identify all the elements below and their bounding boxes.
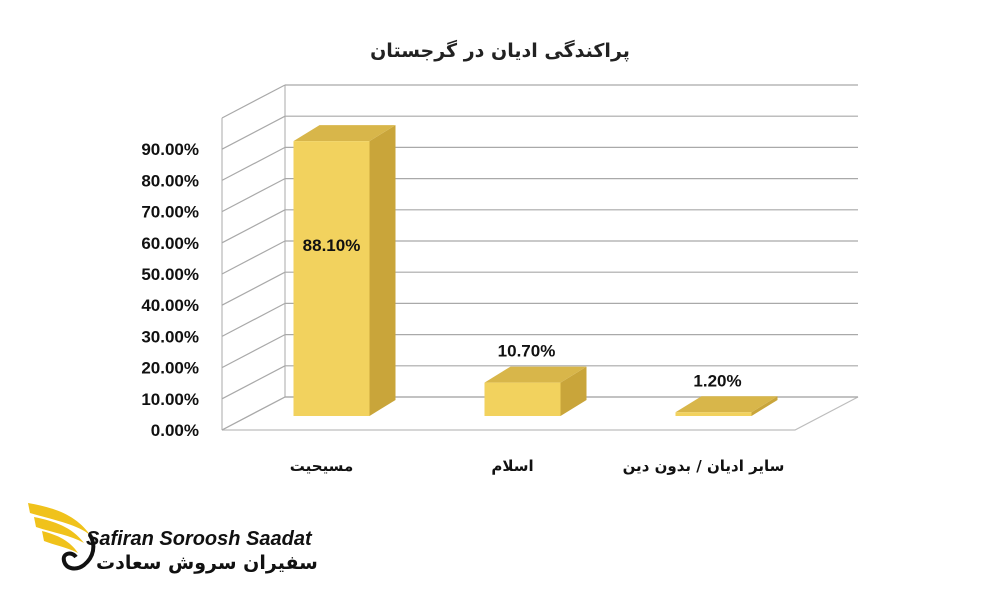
y-tick-label: 40.00% xyxy=(141,296,199,315)
bar-front xyxy=(484,382,561,416)
y-tick-label: 50.00% xyxy=(141,265,199,284)
category-label: سایر ادیان / بدون دین xyxy=(623,457,785,475)
gridline-side xyxy=(221,209,286,244)
logo-name-fa: سفیران سروش سعادت xyxy=(96,552,318,574)
y-tick-label: 0.00% xyxy=(151,421,199,440)
gridline-side xyxy=(221,396,286,431)
bar-front xyxy=(293,141,370,417)
bar-side xyxy=(560,366,587,416)
gridline-side xyxy=(221,84,286,119)
y-tick-label: 80.00% xyxy=(141,171,199,190)
bar xyxy=(293,125,396,417)
company-logo xyxy=(20,495,290,585)
gridline-side xyxy=(221,178,286,213)
gridline-side xyxy=(221,240,286,275)
bar-front xyxy=(675,412,752,416)
gridline-side xyxy=(221,146,286,181)
swan-logo-icon xyxy=(28,503,96,571)
bar xyxy=(484,366,587,416)
bar-top xyxy=(675,396,778,413)
bar xyxy=(675,396,778,416)
y-axis-ticks: 0.00% 10.00% 20.00% 30.00% 40.00% 50.00% 60.00… xyxy=(141,140,199,440)
data-label: 88.10% xyxy=(303,236,361,255)
bar-top xyxy=(484,366,587,383)
gridline-side xyxy=(221,365,286,400)
gridline-side xyxy=(221,271,286,306)
bar-side xyxy=(369,125,396,417)
y-tick-label: 90.00% xyxy=(141,140,199,159)
y-tick-label: 30.00% xyxy=(141,327,199,346)
bars: 88.10% 10.70% 1.20% xyxy=(293,125,778,417)
y-tick-label: 70.00% xyxy=(141,203,199,222)
x-axis-categories: مسیحیت اسلام سایر ادیان / بدون دین xyxy=(290,457,785,475)
y-tick-label: 60.00% xyxy=(141,234,199,253)
y-tick-label: 10.00% xyxy=(141,390,199,409)
gridline-side xyxy=(221,334,286,369)
bar-top xyxy=(293,125,396,142)
data-label: 10.70% xyxy=(498,342,556,361)
chart-title: پراکندگی ادیان در گرجستان xyxy=(370,39,630,62)
gridline-side xyxy=(221,302,286,337)
logo-name-en: Safiran Soroosh Saadat xyxy=(86,528,312,550)
bar-side xyxy=(751,396,778,416)
gridline-side xyxy=(221,115,286,150)
category-label: اسلام xyxy=(491,457,533,475)
data-label: 1.20% xyxy=(693,371,741,390)
y-tick-label: 20.00% xyxy=(141,359,199,378)
category-label: مسیحیت xyxy=(290,457,354,475)
